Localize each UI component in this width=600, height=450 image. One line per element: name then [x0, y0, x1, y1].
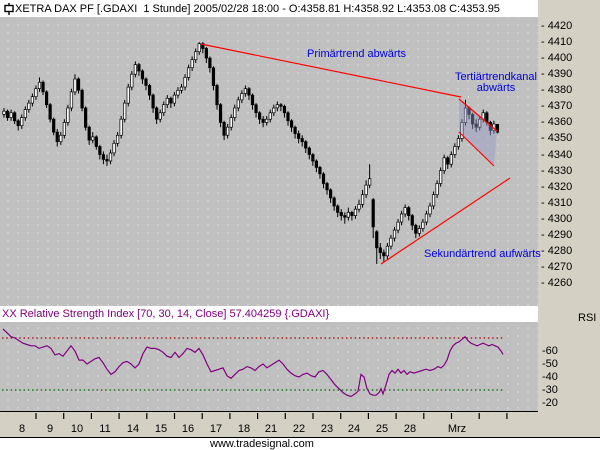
annotation-tertiary-line2: abwärts [476, 82, 516, 94]
rsi-chart-canvas[interactable] [0, 322, 538, 412]
annotation-primary-trend: Primärtrend abwärts [307, 48, 407, 60]
rsi-tick-label: -60 [542, 345, 558, 357]
time-tick-label: 18 [237, 423, 251, 435]
price-tick-label: - 4370 [541, 100, 573, 112]
price-tick-label: - 4320 [541, 181, 573, 193]
time-tick-label: 9 [46, 423, 54, 435]
time-tick-label: 24 [347, 423, 361, 435]
price-chart-canvas[interactable] [0, 17, 538, 306]
price-tick-label: - 4280 [541, 245, 573, 257]
price-tick-label: - 4300 [541, 213, 573, 225]
rsi-tick-label: -40 [542, 371, 558, 383]
time-tick-label: 17 [209, 423, 223, 435]
price-tick-label: - 4380 [541, 84, 573, 96]
price-tick-label: - 4400 [541, 52, 573, 64]
rsi-tick-label: -50 [542, 358, 558, 370]
price-axis-margin [538, 0, 600, 412]
rsi-axis-name: RSI [578, 312, 597, 324]
price-tick-label: - 4340 [541, 149, 573, 161]
annotation-tertiary-channel: Tertiärtrendkanal abwärts [448, 72, 544, 94]
watermark-bar [0, 437, 600, 450]
time-axis [0, 412, 600, 437]
time-tick-label: 14 [126, 423, 140, 435]
price-tick-label: - 4310 [541, 197, 573, 209]
time-tick-label: 16 [181, 423, 195, 435]
annotation-tertiary-line1: Tertiärtrendkanal [455, 71, 537, 83]
time-tick-label: 15 [154, 423, 168, 435]
watermark-text: www.tradesignal.com [210, 438, 314, 450]
price-tick-label: - 4350 [541, 132, 573, 144]
rsi-titlebar [0, 306, 538, 322]
price-tick-label: - 4390 [541, 68, 573, 80]
time-tick-label: 25 [375, 423, 389, 435]
annotation-secondary-trend: Sekundärtrend aufwärts [424, 248, 541, 260]
window-title: XETRA DAX PF [.GDAXI 1 Stunde] 2005/02/2… [15, 3, 500, 15]
price-tick-label: - 4260 [541, 277, 573, 289]
price-tick-label: - 4290 [541, 229, 573, 241]
rsi-tick-label: -20 [542, 397, 558, 409]
time-tick-label: 11 [99, 423, 111, 435]
price-tick-label: - 4360 [541, 116, 573, 128]
price-tick-label: - 4270 [541, 261, 573, 273]
price-tick-label: - 4410 [541, 36, 573, 48]
time-tick-label: Mrz [447, 423, 467, 435]
rsi-tick-label: -30 [542, 384, 558, 396]
chart-window-icon[interactable] [3, 2, 15, 16]
time-tick-label: 22 [292, 423, 306, 435]
time-tick-label: 21 [264, 423, 278, 435]
window-titlebar [0, 0, 538, 17]
price-tick-label: - 4420 [541, 20, 573, 32]
time-tick-label: 23 [320, 423, 334, 435]
rsi-indicator-title: XX Relative Strength Index [70, 30, 14, … [2, 308, 330, 320]
price-tick-label: - 4330 [541, 165, 573, 177]
time-tick-label: 8 [18, 423, 26, 435]
time-tick-label: 28 [403, 423, 417, 435]
time-tick-label: 10 [70, 423, 84, 435]
